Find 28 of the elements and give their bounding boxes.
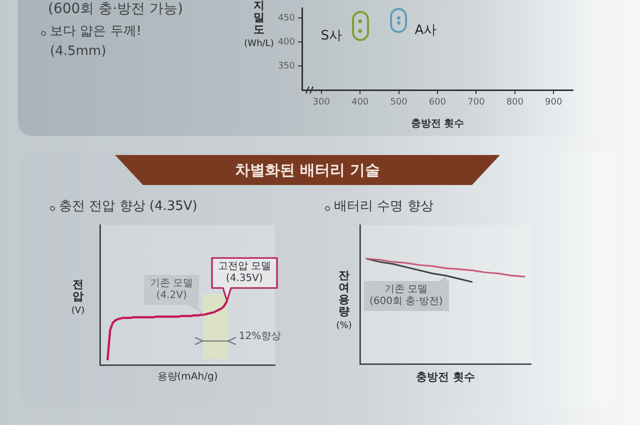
x-tick-label: 600	[428, 98, 446, 108]
x-tick-label: 900	[545, 98, 562, 108]
text: 고전압 모델 (4.35V)	[216, 260, 272, 286]
x-axis-title: 용량(mAh/g)	[157, 372, 218, 383]
x-axis-title: 충방전 횟수	[416, 370, 475, 384]
y-tick-label: 450	[278, 13, 296, 24]
series-label: A사	[414, 22, 437, 38]
x-tick-label: 300	[312, 98, 330, 108]
text: 차별화된 배터리 기술	[234, 161, 380, 179]
x-tick-label: 500	[390, 98, 408, 108]
y-axis-title: 지밀도 (Wh/L)	[243, 0, 275, 50]
series-label: 기존 모델 (600회 충·방전)	[368, 282, 444, 309]
y-tick-label: 400	[278, 37, 296, 48]
text: (600회 충·방전 가능)	[48, 1, 183, 18]
x-tick-label: 800	[506, 98, 524, 108]
y-tick-label: 350	[278, 61, 296, 72]
annotation: 12%향상	[238, 331, 282, 343]
text: 기존 모델 (4.2V)	[148, 276, 194, 303]
x-axis-title: 충방전 횟수	[410, 118, 464, 130]
series-label: S사	[320, 28, 342, 44]
text: 보다 얇은 두께!	[50, 24, 142, 40]
x-tick-label: 700	[468, 98, 486, 108]
y-axis-title: 잔여용량 (%)	[335, 269, 353, 332]
y-axis-title: 전압 (V)	[70, 278, 86, 317]
chart-title: 충전 전압 향상 (4.35V)	[59, 199, 198, 215]
chart-title: 배터리 수명 향상	[334, 199, 434, 215]
x-tick-label: 400	[351, 98, 369, 108]
text: (4.5mm)	[50, 44, 106, 60]
